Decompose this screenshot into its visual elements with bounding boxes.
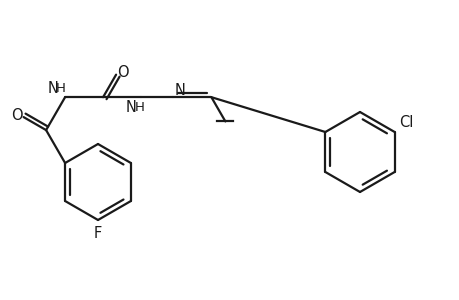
Text: N: N	[125, 100, 136, 115]
Text: F: F	[94, 226, 102, 241]
Text: O: O	[117, 65, 129, 80]
Text: H: H	[135, 101, 145, 114]
Text: Cl: Cl	[398, 115, 413, 130]
Text: N: N	[48, 81, 58, 96]
Text: N: N	[174, 83, 185, 98]
Text: H: H	[56, 82, 66, 95]
Text: O: O	[11, 108, 22, 123]
